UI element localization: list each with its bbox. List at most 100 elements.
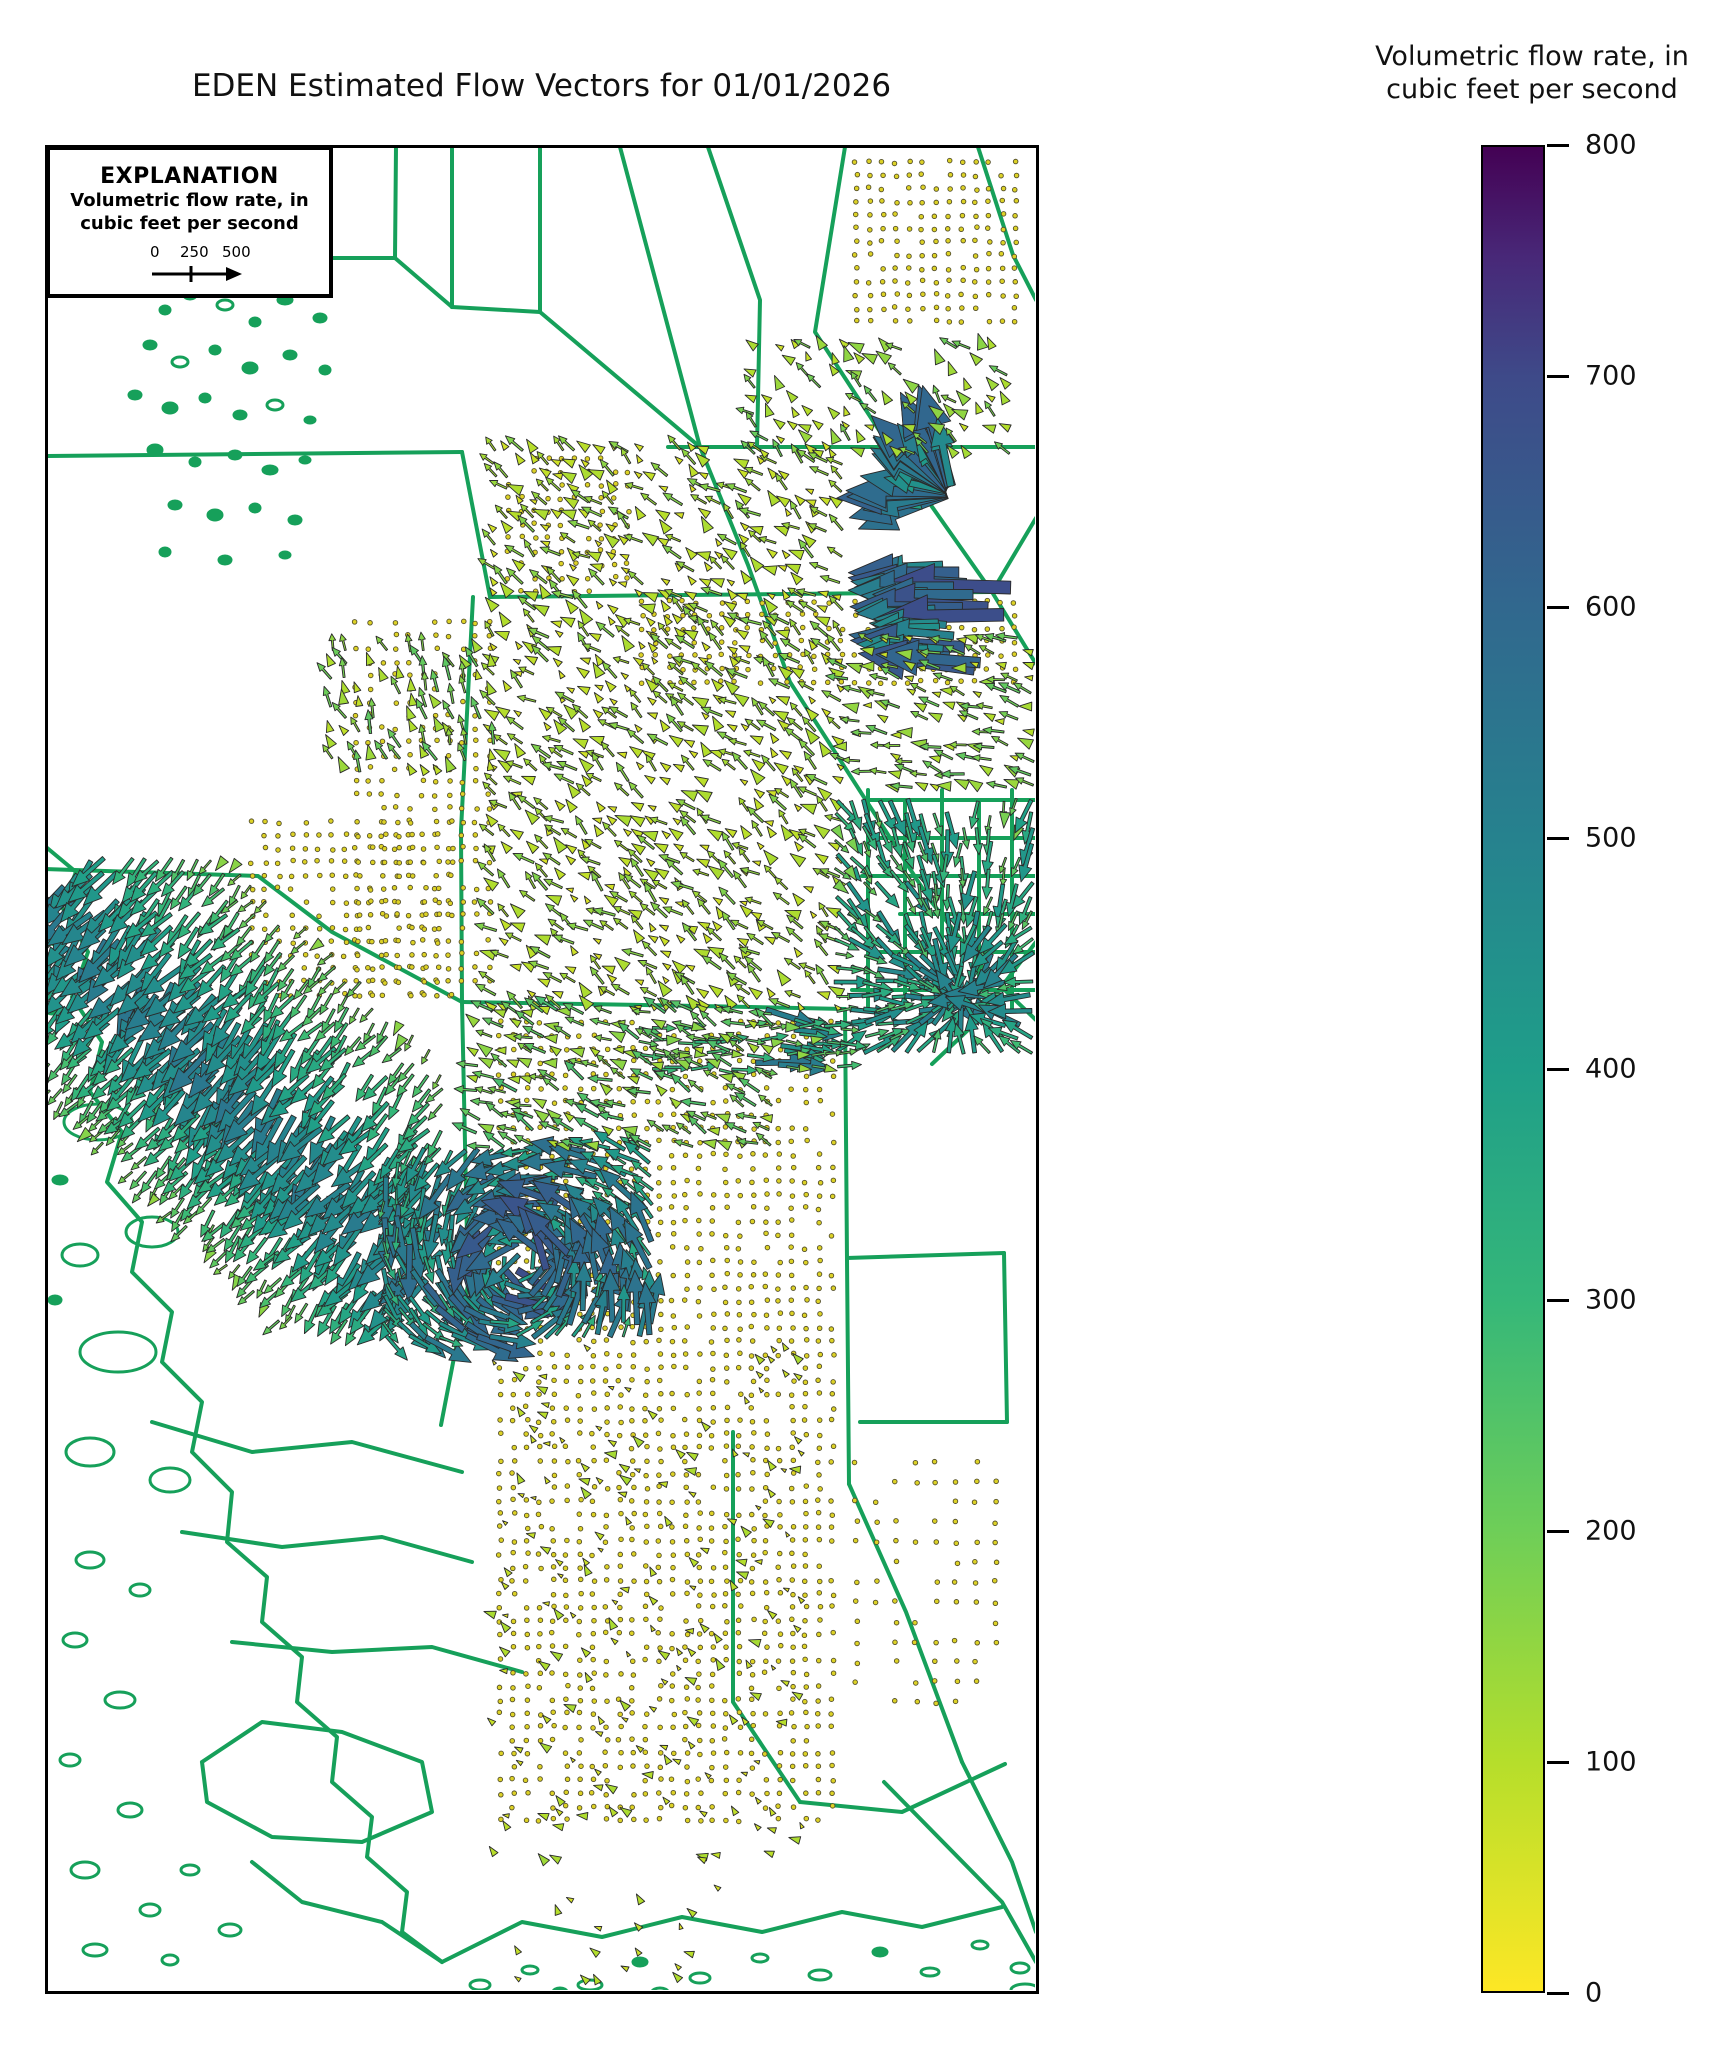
flow-dot xyxy=(931,265,938,272)
flow-dot xyxy=(289,845,296,851)
flow-arrow xyxy=(789,667,805,680)
flow-arrow xyxy=(489,1317,521,1329)
flow-dot xyxy=(460,819,467,826)
map-frame xyxy=(45,145,1039,1994)
flow-arrow xyxy=(627,1076,640,1085)
flow-dot xyxy=(603,1457,610,1463)
flow-dot xyxy=(906,265,912,271)
flow-arrow xyxy=(567,782,582,799)
flow-dot xyxy=(328,818,334,824)
flow-dot xyxy=(473,950,480,957)
flow-arrow xyxy=(605,1783,618,1795)
flow-dot xyxy=(958,678,964,684)
flow-arrow xyxy=(544,903,564,919)
flow-arrow xyxy=(408,1307,429,1337)
flow-arrow xyxy=(672,655,695,666)
flow-arrow xyxy=(574,1261,593,1312)
flow-arrow xyxy=(563,496,580,510)
flow-dot xyxy=(657,1764,664,1771)
flow-arrow xyxy=(901,401,916,414)
flow-arrow xyxy=(659,1744,669,1751)
flow-dot xyxy=(788,1392,795,1398)
flow-dot xyxy=(880,172,886,179)
flow-dot xyxy=(538,1523,545,1530)
flow-arrow xyxy=(624,482,644,491)
flow-dot xyxy=(330,847,336,853)
flow-dot xyxy=(737,1577,744,1584)
flow-dot xyxy=(684,1590,690,1597)
flow-dot xyxy=(576,1618,583,1625)
flow-dot xyxy=(602,1749,608,1755)
flow-arrow xyxy=(556,760,578,772)
flow-dot xyxy=(828,1018,834,1025)
flow-arrow xyxy=(760,1032,789,1043)
flow-dot xyxy=(851,679,858,686)
flow-arrow xyxy=(746,963,761,983)
flow-dot xyxy=(623,560,630,566)
flow-arrow xyxy=(551,1116,574,1132)
flow-arrow xyxy=(775,629,791,640)
flow-arrow xyxy=(631,1007,651,1016)
flow-arrow xyxy=(512,853,535,865)
flow-arrow xyxy=(701,641,711,652)
flow-arrow xyxy=(531,635,551,652)
flow-arrow xyxy=(332,1224,364,1267)
flow-dot xyxy=(423,911,429,918)
flow-arrow xyxy=(1001,1019,1034,1040)
flow-arrow xyxy=(1018,842,1035,883)
flow-arrow xyxy=(540,1402,550,1409)
flow-dot xyxy=(802,1698,808,1705)
flow-dot xyxy=(803,1191,809,1198)
island-blob xyxy=(217,1922,243,1938)
flow-arrow xyxy=(486,680,497,696)
flow-arrow xyxy=(569,1611,577,1619)
flow-arrow xyxy=(278,1126,324,1163)
explanation-heading: EXPLANATION xyxy=(100,164,279,189)
flow-arrow xyxy=(305,1099,335,1136)
flow-dot xyxy=(591,1390,597,1396)
flow-dot xyxy=(711,1311,717,1317)
flow-arrow xyxy=(551,590,574,600)
flow-dot xyxy=(683,1472,690,1478)
flow-arrow xyxy=(587,519,602,532)
flow-arrow xyxy=(758,629,775,650)
flow-dot xyxy=(708,1630,715,1637)
flow-dot xyxy=(458,740,465,746)
flow-dot xyxy=(395,819,401,826)
flow-dot xyxy=(985,279,992,285)
flow-dot xyxy=(852,211,859,218)
flow-dot xyxy=(722,1549,728,1556)
flow-arrow xyxy=(676,1664,682,1672)
flow-dot xyxy=(987,239,993,245)
flow-arrow xyxy=(691,890,708,903)
flow-dot xyxy=(750,1166,756,1172)
flow-dot xyxy=(342,926,349,933)
flow-arrow xyxy=(918,659,941,670)
flow-dot xyxy=(602,1378,609,1384)
flow-arrow xyxy=(542,1077,560,1092)
flow-dot xyxy=(696,1390,702,1396)
flow-dot xyxy=(431,619,438,625)
flow-arrow xyxy=(169,885,188,911)
flow-dot xyxy=(684,1696,691,1702)
flow-arrow xyxy=(105,1128,121,1147)
flow-arrow xyxy=(423,1213,440,1260)
flow-arrow xyxy=(753,1823,762,1832)
flow-arrow xyxy=(786,717,804,731)
flow-dot xyxy=(722,1166,728,1173)
flow-arrow xyxy=(673,843,684,852)
flow-dot xyxy=(545,495,551,502)
flow-arrow xyxy=(793,765,804,775)
flow-arrow xyxy=(903,635,913,643)
island-blob xyxy=(64,1436,116,1468)
flow-arrow xyxy=(444,755,457,773)
flow-arrow xyxy=(432,1074,442,1090)
flow-dot xyxy=(696,1564,703,1571)
flow-dot xyxy=(817,1603,824,1610)
flow-arrow xyxy=(737,493,752,506)
flow-arrow xyxy=(673,1139,694,1148)
flow-dot xyxy=(722,1179,729,1186)
flow-dot xyxy=(697,1737,703,1744)
flow-arrow xyxy=(875,923,902,946)
flow-dot xyxy=(954,1560,961,1567)
